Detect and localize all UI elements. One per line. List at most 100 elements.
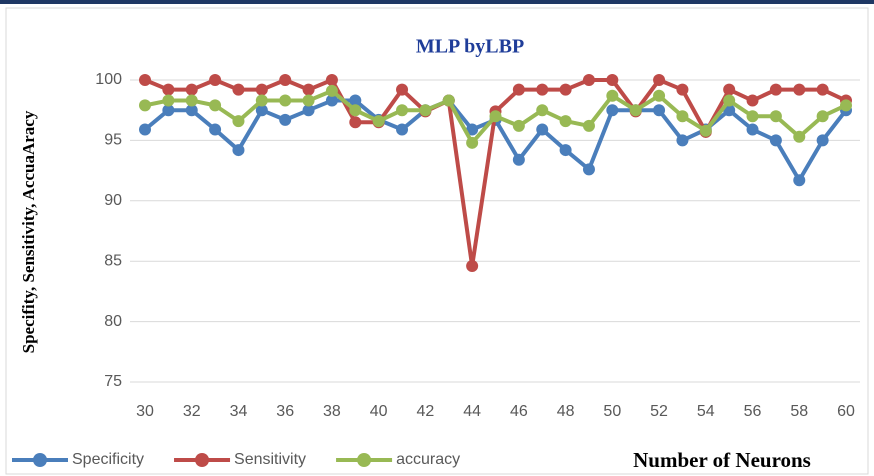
data-point [512,83,525,96]
x-tick-label: 34 [230,403,248,420]
data-point [162,83,175,96]
data-point [653,74,666,86]
data-point [559,144,572,157]
data-point [606,89,619,102]
x-tick-label: 50 [603,403,621,420]
x-tick-label: 30 [136,403,154,420]
data-point [209,74,222,86]
data-point [723,94,736,107]
data-point [840,99,852,112]
data-point [746,94,759,107]
data-point [582,119,595,132]
data-point [349,104,362,117]
data-point [536,123,549,136]
data-point [653,89,666,102]
data-point [396,123,409,136]
data-point [396,83,409,96]
data-point [489,110,502,123]
top-bar [0,0,874,4]
data-point [769,83,782,96]
data-point [512,119,525,132]
data-point [209,99,222,112]
legend-marker [33,453,47,467]
data-point [349,116,362,129]
x-tick-label: 44 [463,403,481,420]
data-point [139,99,151,112]
data-point [699,124,712,137]
data-point [162,94,175,107]
data-point [536,83,549,96]
data-point [302,83,315,96]
legend-label: Specificity [72,451,144,468]
data-point [793,83,806,96]
data-point [372,115,385,128]
data-point [325,94,338,107]
legend-label: Sensitivity [234,451,306,468]
x-tick-label: 58 [790,403,808,420]
y-tick-label: 75 [104,373,122,390]
data-point [582,74,595,86]
data-point [349,94,362,107]
data-point [162,104,175,117]
data-point [746,110,759,123]
legend-marker [195,453,210,467]
legend-marker [357,453,372,467]
data-point [232,115,245,128]
data-point [466,136,479,149]
data-point [816,110,829,123]
data-point [325,84,338,97]
data-point [185,94,198,107]
x-axis-label: Number of Neurons [633,448,811,472]
data-point [606,104,619,117]
chart-title: MLP byLBP [416,36,524,58]
data-point [466,260,479,273]
data-point [185,83,198,96]
data-point [232,83,245,96]
data-point [139,123,151,136]
data-point [559,115,572,128]
data-point [442,94,455,107]
data-point [255,94,268,107]
data-point [723,83,736,96]
x-tick-label: 42 [417,403,435,420]
data-point [559,83,572,96]
x-tick-label: 56 [744,403,762,420]
data-point [255,104,268,117]
x-tick-label: 60 [837,403,855,420]
data-point [512,153,525,166]
legend-label: accuracy [396,451,460,468]
data-point [629,104,642,117]
data-point [302,94,315,107]
y-tick-label: 80 [104,313,122,330]
data-point [793,130,806,143]
data-point [676,110,689,123]
y-tick-label: 100 [95,71,122,88]
data-point [185,104,198,117]
data-point [769,110,782,123]
data-point [606,74,619,86]
data-point [279,113,292,126]
data-point [769,134,782,147]
data-point [653,104,666,117]
data-point [582,163,595,176]
data-point [676,134,689,147]
x-tick-label: 40 [370,403,388,420]
data-point [746,123,759,136]
data-point [466,123,479,136]
x-tick-label: 38 [323,403,341,420]
data-point [419,104,432,117]
data-point [232,144,245,157]
data-point [302,104,315,117]
data-point [279,94,292,107]
data-point [325,74,338,86]
x-tick-label: 48 [557,403,575,420]
data-point [209,123,222,136]
data-point [139,74,151,86]
data-point [255,83,268,96]
x-tick-label: 52 [650,403,668,420]
y-axis-label: Specifity, Sensitivity, AccuaAracy [19,110,38,353]
data-point [676,83,689,96]
x-tick-label: 46 [510,403,528,420]
x-tick-label: 36 [276,403,294,420]
